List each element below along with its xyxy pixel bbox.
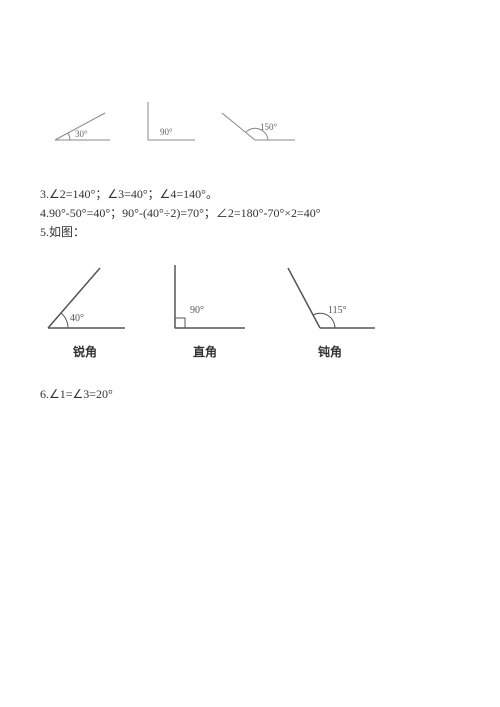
- angle-30-svg: 30°: [50, 105, 120, 145]
- answer-line-4: 4.90°-50°=40°；90°-(40°÷2)=70°；∠2=180°-70…: [40, 204, 460, 223]
- answers-text-block-2: 6.∠1=∠3=20°: [40, 385, 460, 404]
- figure-row-1: 30° 90° 150°: [50, 100, 460, 145]
- answer-line-5: 5.如图：: [40, 223, 460, 242]
- acute-angle-label: 40°: [70, 313, 84, 324]
- obtuse-angle-svg: 115°: [280, 263, 380, 338]
- answer-line-6: 6.∠1=∠3=20°: [40, 385, 460, 404]
- angle-30-figure: 30°: [50, 105, 120, 145]
- angle-150-label: 150°: [260, 122, 278, 132]
- page-container: 30° 90° 150° 3.∠2=140°；∠3=40°；∠4=140°。 4…: [0, 0, 500, 404]
- angle-90-figure: 90°: [140, 100, 200, 145]
- acute-angle-column: 40° 锐角: [40, 263, 130, 360]
- obtuse-angle-name: 钝角: [280, 343, 380, 360]
- obtuse-angle-label: 115°: [328, 305, 347, 316]
- acute-angle-name: 锐角: [40, 343, 130, 360]
- acute-angle-svg: 40°: [40, 263, 130, 338]
- right-angle-column: 90° 直角: [160, 263, 250, 360]
- answer-line-3: 3.∠2=140°；∠3=40°；∠4=140°。: [40, 185, 460, 204]
- angle-30-label: 30°: [75, 129, 88, 139]
- angle-150-figure: 150°: [220, 105, 300, 145]
- right-angle-label: 90°: [190, 305, 204, 316]
- figure-row-2: 40° 锐角 90° 直角 115° 钝角: [40, 263, 460, 360]
- angle-90-label: 90°: [160, 127, 173, 137]
- right-angle-name: 直角: [160, 343, 250, 360]
- right-angle-svg: 90°: [160, 263, 250, 338]
- angle-90-svg: 90°: [140, 100, 200, 145]
- answers-text-block: 3.∠2=140°；∠3=40°；∠4=140°。 4.90°-50°=40°；…: [40, 185, 460, 243]
- obtuse-angle-column: 115° 钝角: [280, 263, 380, 360]
- angle-150-svg: 150°: [220, 105, 300, 145]
